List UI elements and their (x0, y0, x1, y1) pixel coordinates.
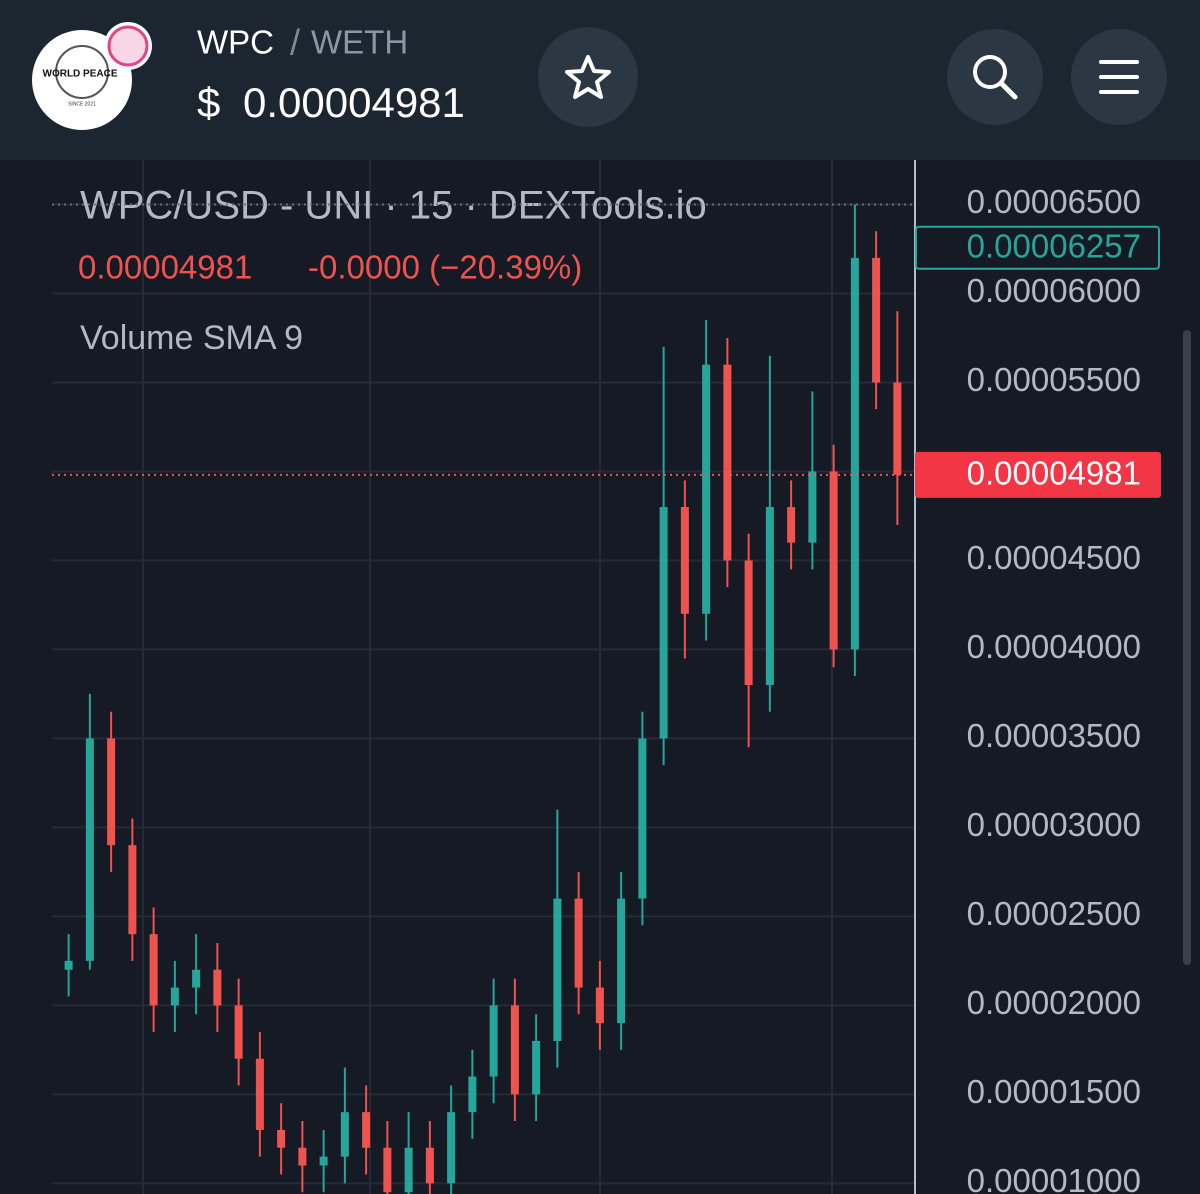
candle-body (489, 1005, 498, 1077)
candle-body (234, 1005, 243, 1059)
candle-body (893, 382, 902, 475)
candle-body (319, 1156, 328, 1166)
candle-body (298, 1147, 307, 1166)
scrollbar[interactable] (1183, 330, 1191, 965)
candle-body (192, 969, 201, 988)
y-tick-label: 0.00005500 (967, 361, 1141, 398)
candle-body (532, 1040, 541, 1095)
y-tick-label: 0.00004000 (967, 628, 1141, 665)
candle-body (872, 257, 881, 383)
candle-body (362, 1112, 371, 1148)
pair-separator: / (290, 22, 300, 63)
y-tick-label: 0.00006500 (967, 183, 1141, 220)
candle-body (213, 969, 222, 1006)
candle-body (829, 471, 838, 650)
y-tick-label: 0.00003000 (967, 806, 1141, 843)
y-tick-label: 0.00003500 (967, 717, 1141, 754)
chart-title: WPC/USD - UNI · 15 · DEXTools.io (80, 184, 707, 228)
candle-body (468, 1076, 477, 1113)
candle-body (638, 738, 647, 899)
candles (64, 204, 902, 1194)
dex-icon (107, 25, 149, 67)
search-icon (973, 55, 1007, 89)
candle-body (744, 560, 753, 686)
candle-body (617, 898, 626, 1024)
search-button[interactable] (947, 29, 1043, 125)
candle-body (340, 1112, 349, 1157)
candle-body (128, 845, 137, 935)
last-price-label: 0.00004981 (967, 455, 1141, 492)
high-marker-box (915, 225, 1160, 270)
candle-body (447, 1112, 456, 1184)
candle-body (170, 987, 179, 1006)
logo-globe (55, 45, 109, 99)
candle-body (680, 507, 689, 614)
candle-body (85, 738, 94, 961)
candle-body (404, 1147, 413, 1193)
y-tick-label: 0.00001000 (967, 1162, 1141, 1194)
header-price: 0.00004981 (243, 79, 465, 126)
candle-body (723, 364, 732, 561)
candle-body (64, 960, 73, 970)
candle-body (765, 507, 774, 686)
base-symbol: WPC (197, 24, 274, 61)
y-tick-label: 0.00004500 (967, 539, 1141, 576)
star-icon (565, 55, 611, 99)
candle-body (574, 898, 583, 988)
candle-body (510, 1005, 519, 1095)
candle-body (808, 471, 817, 543)
candle-body (850, 257, 859, 650)
quote-symbol: WETH (311, 24, 408, 61)
legend-price: 0.00004981 (78, 249, 252, 286)
logo-text: WORLD PEACE (43, 69, 118, 80)
candle-body (383, 1147, 392, 1193)
candle-body (595, 987, 604, 1024)
candle-body (659, 507, 668, 739)
menu-icon (1099, 60, 1139, 94)
currency: $ (197, 79, 220, 126)
y-tick-label: 0.00002500 (967, 895, 1141, 932)
y-tick-label: 0.00006000 (967, 272, 1141, 309)
candle-body (553, 898, 562, 1041)
legend-change: -0.0000 (−20.39%) (308, 249, 582, 286)
candle-body (787, 507, 796, 543)
indicator-label: Volume SMA 9 (80, 319, 303, 357)
candle-body (277, 1129, 286, 1148)
candle-body (702, 364, 711, 614)
price-axis: 0.00001000 0.00001500 0.00002000 0.00002500… (967, 183, 1141, 1194)
y-tick-label: 0.00002000 (967, 984, 1141, 1021)
high-marker-label: 0.00006257 (967, 227, 1141, 264)
candle-body (149, 934, 158, 1006)
logo-subtext: SINCE 2021 (68, 101, 96, 107)
favorite-button[interactable] (538, 27, 638, 127)
last-price-box (915, 451, 1161, 498)
candle-body (107, 738, 116, 846)
search-icon-handle (998, 80, 1018, 100)
candle-body (255, 1058, 264, 1130)
candle-body (425, 1147, 434, 1184)
y-tick-label: 0.00001500 (967, 1073, 1141, 1110)
